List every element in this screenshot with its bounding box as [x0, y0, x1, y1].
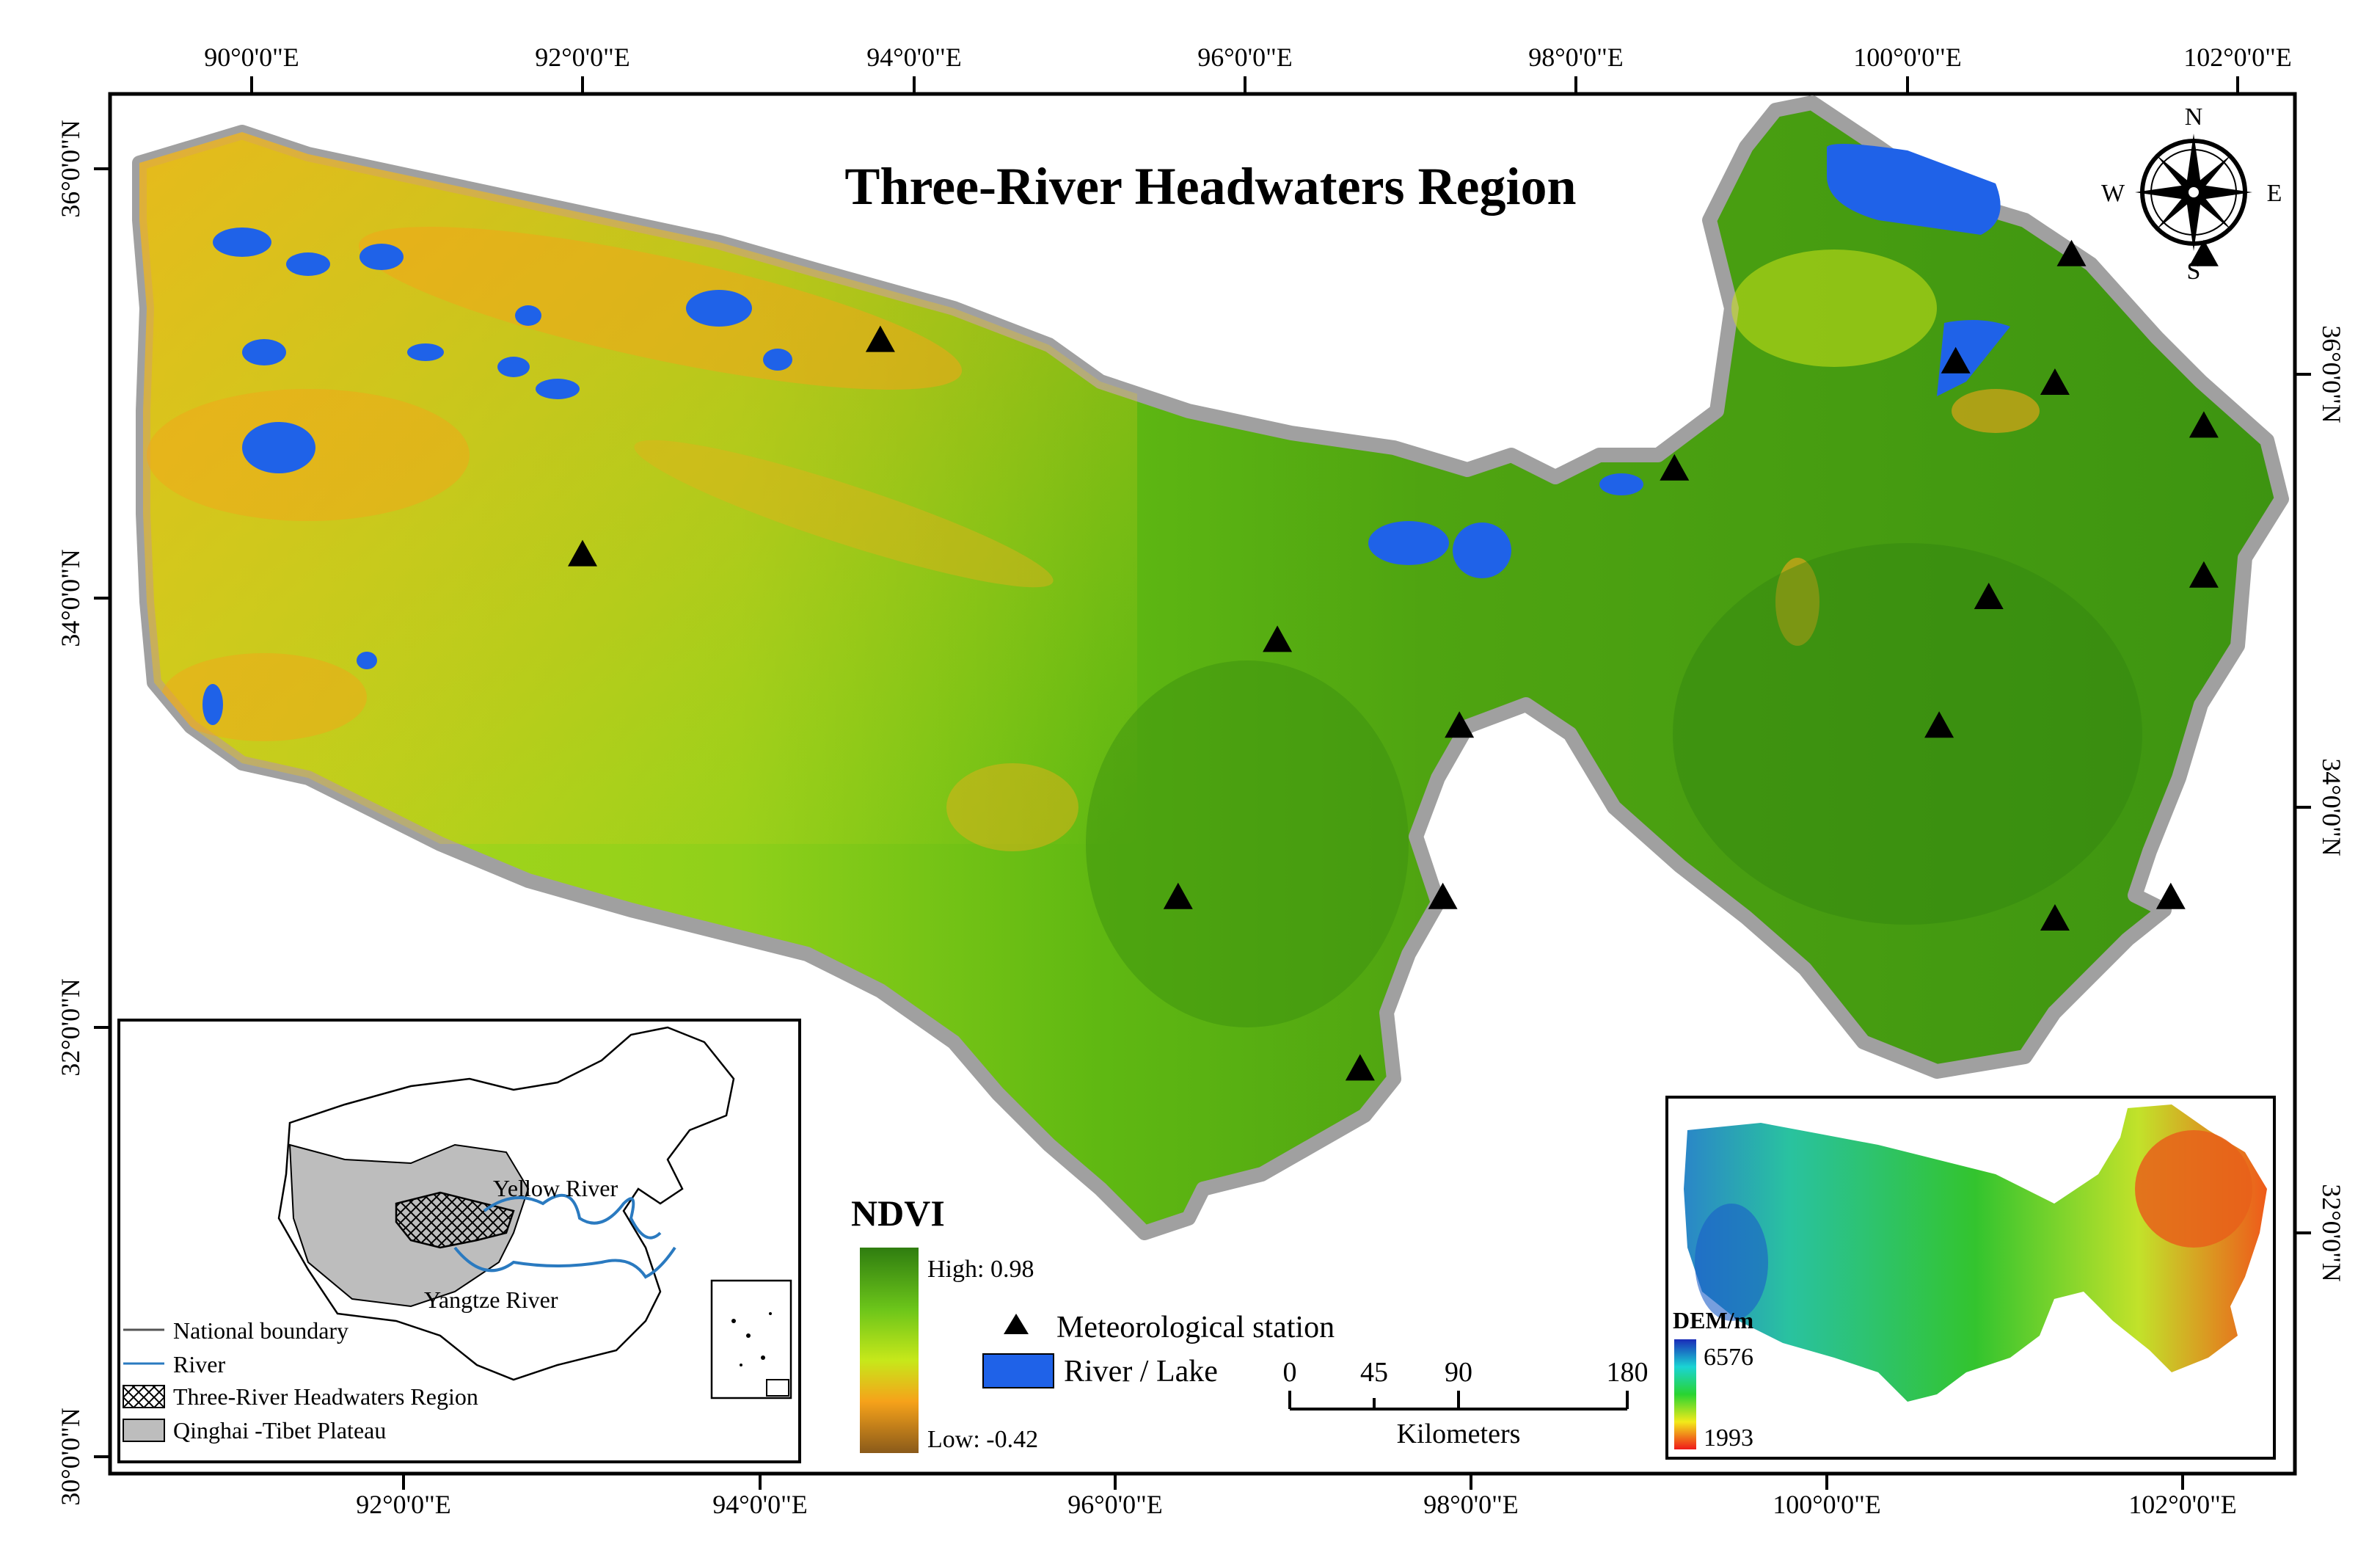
scale-bar: 0 45 90 180 Kilometers — [1283, 1357, 1649, 1449]
dem-min-label: 1993 — [1704, 1424, 1753, 1452]
station-marker-icon — [2189, 561, 2219, 588]
scale-unit: Kilometers — [1397, 1419, 1521, 1449]
yellow-river-label: Yellow River — [493, 1175, 618, 1201]
yangtze-river-line — [453, 1246, 676, 1279]
top-tick-label: 94°0'0"E — [866, 43, 962, 72]
water-legend-label: River / Lake — [1064, 1355, 1218, 1388]
ndvi-legend: NDVI High: 0.98 Low: -0.42 — [851, 1193, 1038, 1453]
dem-inset: DEM/m 6576 1993 — [1665, 1096, 2276, 1460]
dem-title: DEM/m — [1673, 1307, 1754, 1333]
ndvi-legend-title: NDVI — [851, 1193, 945, 1234]
station-marker-icon — [1263, 625, 1293, 652]
bottom-tick-label: 92°0'0"E — [356, 1490, 451, 1519]
station-marker-icon — [1924, 711, 1954, 738]
south-sea-inset — [710, 1279, 792, 1399]
station-marker-icon — [1345, 1054, 1375, 1081]
yangtze-river-label: Yangtze River — [424, 1286, 558, 1313]
lakes — [202, 144, 2010, 725]
top-tick-label: 96°0'0"E — [1197, 43, 1293, 72]
top-tick-label: 102°0'0"E — [2183, 43, 2292, 72]
ndvi-low-label: Low: -0.42 — [927, 1426, 1038, 1453]
station-marker-icon — [1163, 882, 1193, 909]
dem-colorbar — [1674, 1339, 1696, 1449]
dem-region — [1684, 1104, 2267, 1402]
station-marker-icon — [568, 539, 597, 567]
compass-n: N — [2185, 103, 2203, 131]
bottom-tick-label: 98°0'0"E — [1423, 1490, 1519, 1519]
scale-tick: 180 — [1607, 1357, 1649, 1388]
station-marker-icon — [2189, 411, 2219, 438]
station-marker-icon — [1428, 882, 1458, 909]
bottom-tick-label: 100°0'0"E — [1773, 1490, 1881, 1519]
station-marker-icon — [2155, 882, 2186, 909]
compass-w: W — [2101, 180, 2125, 207]
top-tick-label: 92°0'0"E — [535, 43, 630, 72]
yellow-river-line — [483, 1193, 662, 1240]
bottom-axis: 92°0'0"E 94°0'0"E 96°0'0"E 98°0'0"E 100°… — [356, 1490, 2237, 1519]
compass-s: S — [2187, 258, 2201, 285]
right-tick-label: 34°0'0"N — [2317, 758, 2346, 856]
legend-plateau: Qinghai -Tibet Plateau — [173, 1417, 386, 1444]
compass-rose-icon: N S E W — [2101, 103, 2282, 285]
compass-e: E — [2267, 180, 2282, 207]
china-inset: Yellow River Yangtze River National boun… — [117, 1019, 801, 1463]
station-marker-icon — [865, 325, 895, 352]
station-marker-icon — [1660, 454, 1690, 481]
ndvi-colorbar — [860, 1248, 919, 1453]
left-axis: 36°0'0"N 34°0'0"N 32°0'0"N 30°0'0"N — [56, 120, 85, 1506]
station-marker-icon — [2056, 239, 2087, 266]
scale-tick: 90 — [1445, 1357, 1472, 1388]
left-tick-label: 36°0'0"N — [56, 120, 85, 218]
scale-tick: 45 — [1360, 1357, 1388, 1388]
legend-trhr: Three-River Headwaters Region — [173, 1383, 478, 1410]
trhr-area — [395, 1191, 515, 1249]
water-legend-swatch — [982, 1353, 1054, 1388]
bottom-tick-label: 94°0'0"E — [712, 1490, 808, 1519]
symbol-legend: Meteorological station River / Lake — [982, 1311, 1335, 1388]
station-markers — [568, 239, 2219, 1081]
legend-river: River — [173, 1351, 225, 1377]
ndvi-high-label: High: 0.98 — [927, 1256, 1034, 1283]
station-marker-icon — [2189, 239, 2219, 266]
station-legend-label: Meteorological station — [1056, 1311, 1335, 1344]
map-title: Three-River Headwaters Region — [844, 157, 1576, 216]
station-legend-icon — [1004, 1314, 1029, 1334]
top-tick-label: 100°0'0"E — [1853, 43, 1962, 72]
legend-national-boundary: National boundary — [173, 1317, 348, 1344]
station-marker-icon — [2040, 904, 2070, 931]
station-marker-icon — [1445, 711, 1475, 738]
bottom-tick-label: 96°0'0"E — [1067, 1490, 1163, 1519]
right-axis: 36°0'0"N 34°0'0"N 32°0'0"N — [2317, 325, 2346, 1282]
bottom-tick-label: 102°0'0"E — [2128, 1490, 2237, 1519]
station-marker-icon — [1941, 346, 1971, 374]
scale-tick: 0 — [1283, 1357, 1297, 1388]
top-tick-label: 98°0'0"E — [1528, 43, 1624, 72]
right-tick-label: 36°0'0"N — [2317, 325, 2346, 423]
station-marker-icon — [1974, 583, 2004, 609]
left-tick-label: 32°0'0"N — [56, 978, 85, 1077]
station-marker-icon — [2040, 368, 2070, 395]
left-tick-label: 30°0'0"N — [56, 1408, 85, 1506]
top-axis: 90°0'0"E 92°0'0"E 94°0'0"E 96°0'0"E 98°0… — [204, 43, 2292, 72]
left-tick-label: 34°0'0"N — [56, 549, 85, 647]
top-tick-label: 90°0'0"E — [204, 43, 299, 72]
right-tick-label: 32°0'0"N — [2317, 1184, 2346, 1282]
dem-max-label: 6576 — [1704, 1344, 1753, 1371]
